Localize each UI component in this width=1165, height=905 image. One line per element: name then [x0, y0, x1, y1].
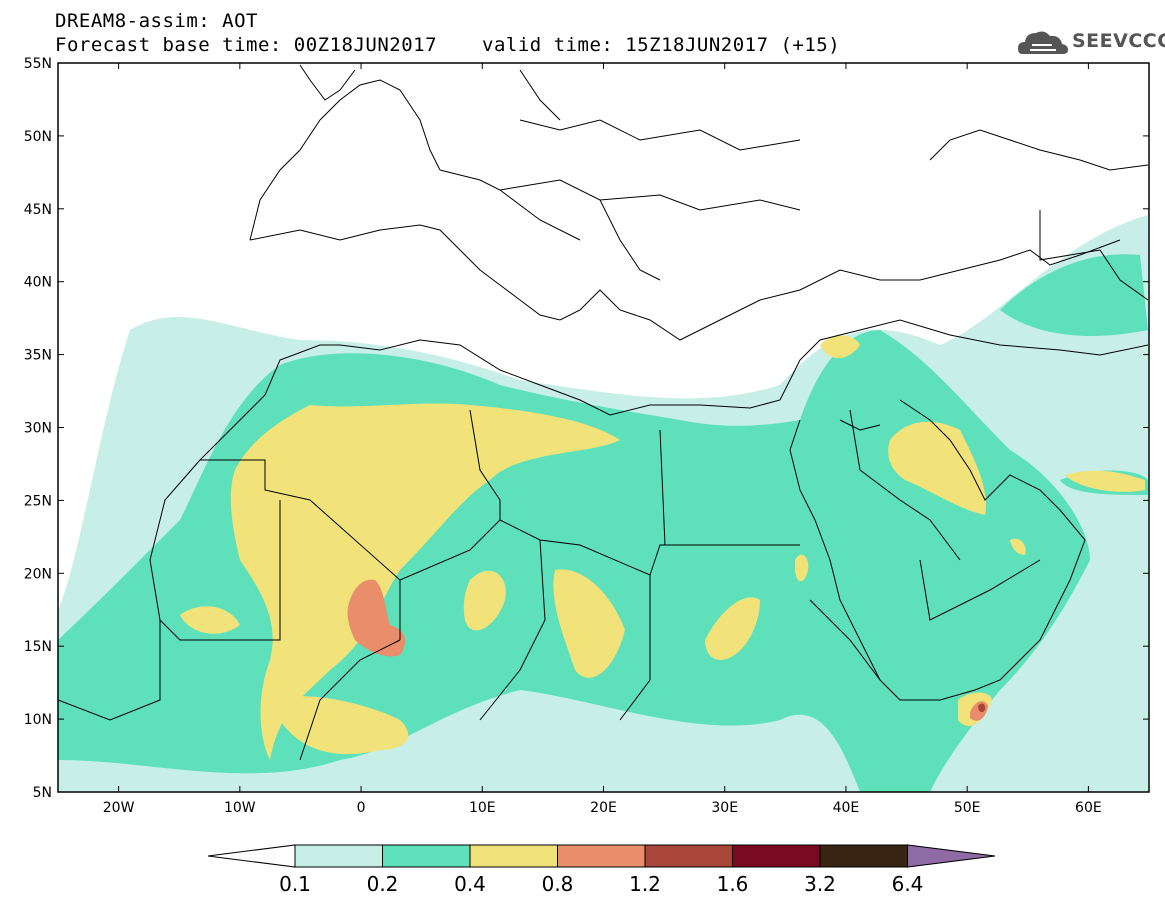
- lon-tick-label: 20W: [103, 800, 135, 816]
- lat-tick-label: 45N: [24, 202, 52, 218]
- colorbar-label: 6.4: [892, 872, 924, 896]
- country-borders: [159, 69, 1149, 761]
- colorbar-high-arrow: [907, 844, 996, 868]
- colorbar-box: [557, 844, 646, 868]
- colorbar-box: [732, 844, 821, 868]
- lat-tick-label: 10N: [24, 712, 52, 728]
- colorbar-label: 3.2: [804, 872, 836, 896]
- lat-tick-label: 25N: [24, 493, 52, 509]
- lon-tick-label: 50E: [954, 800, 981, 816]
- colorbar-label: 0.4: [454, 872, 486, 896]
- lat-tick-label: 55N: [24, 56, 52, 72]
- lat-tick-label: 15N: [24, 639, 52, 655]
- lat-tick-label: 35N: [24, 348, 52, 364]
- lat-tick-label: 50N: [24, 129, 52, 145]
- colorbar-box: [644, 844, 733, 868]
- lon-tick-label: 60E: [1075, 800, 1102, 816]
- lat-tick-label: 40N: [24, 275, 52, 291]
- colorbar-label: 1.6: [717, 872, 749, 896]
- valid-time: valid time: 15Z18JUN2017 (+15): [482, 34, 841, 56]
- forecast-base-time: Forecast base time: 00Z18JUN2017: [55, 34, 438, 56]
- colorbar-label: 0.1: [279, 872, 311, 896]
- lon-tick-label: 20E: [590, 800, 617, 816]
- cloud-logo-icon: [1018, 31, 1068, 54]
- lat-tick-label: 30N: [24, 421, 52, 437]
- colorbar-label: 1.2: [629, 872, 661, 896]
- logo-text: SEEVCCC: [1072, 30, 1165, 52]
- colorbar-label: 0.2: [367, 872, 399, 896]
- lon-tick-label: 0: [357, 800, 366, 816]
- lat-tick-label: 20N: [24, 566, 52, 582]
- colorbar-box: [819, 844, 908, 868]
- longitude-ticks: 20W 10W 0 10E 20E 30E 40E 50E 60E: [103, 63, 1102, 816]
- colorbar-low-arrow: [207, 844, 296, 868]
- aot-shading: [58, 215, 1148, 792]
- lon-tick-label: 10W: [224, 800, 256, 816]
- colorbar-box: [294, 844, 383, 868]
- lon-tick-label: 30E: [711, 800, 738, 816]
- latitude-ticks: 55N 50N 45N 40N 35N 30N 25N 20N 15N 10N 5N: [24, 56, 1149, 801]
- colorbar-label: 0.8: [542, 872, 574, 896]
- colorbar-box: [469, 844, 558, 868]
- chart-title: DREAM8-assim: AOT: [55, 10, 258, 32]
- colorbar-box: [382, 844, 471, 868]
- lon-tick-label: 40E: [833, 800, 860, 816]
- coastlines: [58, 64, 1149, 721]
- lat-tick-label: 5N: [33, 785, 52, 801]
- lon-tick-label: 10E: [469, 800, 496, 816]
